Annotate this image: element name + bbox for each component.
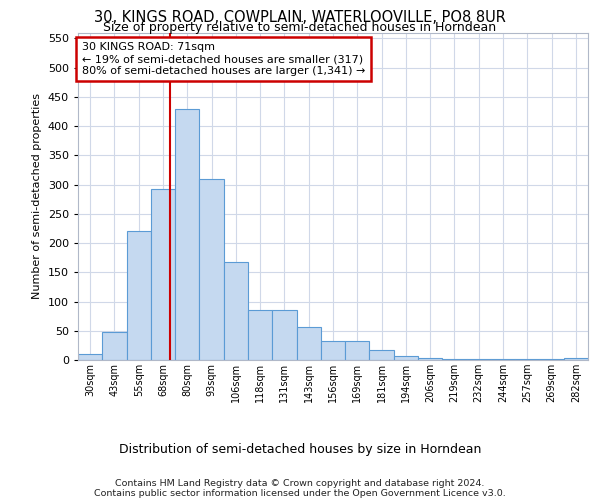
Bar	[296, 326, 321, 360]
Bar	[224, 262, 248, 360]
Bar	[175, 108, 199, 360]
Bar	[248, 310, 272, 360]
Bar	[199, 178, 224, 360]
Text: Contains public sector information licensed under the Open Government Licence v3: Contains public sector information licen…	[94, 489, 506, 498]
Text: 30 KINGS ROAD: 71sqm
← 19% of semi-detached houses are smaller (317)
80% of semi: 30 KINGS ROAD: 71sqm ← 19% of semi-detac…	[82, 42, 365, 76]
Bar	[321, 340, 345, 360]
Bar	[102, 332, 127, 360]
Text: Size of property relative to semi-detached houses in Horndean: Size of property relative to semi-detach…	[103, 22, 497, 35]
Bar	[78, 354, 102, 360]
Text: Contains HM Land Registry data © Crown copyright and database right 2024.: Contains HM Land Registry data © Crown c…	[115, 479, 485, 488]
Bar	[564, 358, 588, 360]
Bar	[442, 359, 467, 360]
Bar	[491, 359, 515, 360]
Text: 30, KINGS ROAD, COWPLAIN, WATERLOOVILLE, PO8 8UR: 30, KINGS ROAD, COWPLAIN, WATERLOOVILLE,…	[94, 10, 506, 25]
Y-axis label: Number of semi-detached properties: Number of semi-detached properties	[32, 93, 42, 299]
Bar	[418, 358, 442, 360]
Text: Distribution of semi-detached houses by size in Horndean: Distribution of semi-detached houses by …	[119, 442, 481, 456]
Bar	[370, 350, 394, 360]
Bar	[345, 340, 370, 360]
Bar	[151, 189, 175, 360]
Bar	[394, 356, 418, 360]
Bar	[272, 310, 296, 360]
Bar	[127, 232, 151, 360]
